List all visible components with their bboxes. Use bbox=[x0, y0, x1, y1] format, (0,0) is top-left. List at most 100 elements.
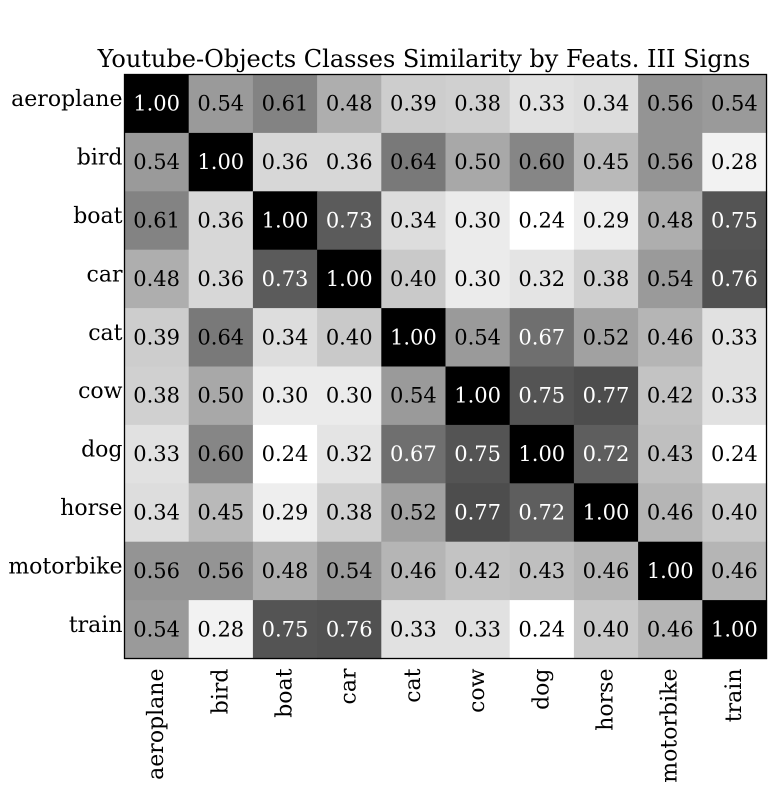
heatmap-cell-boat-dog bbox=[509, 191, 575, 251]
heatmap-value-label: 0.56 bbox=[647, 150, 694, 174]
heatmap-value-label: 0.40 bbox=[583, 617, 630, 641]
heatmap-value-label: 0.46 bbox=[647, 501, 694, 525]
heatmap-value-label: 0.73 bbox=[262, 267, 309, 291]
heatmap-cell-car-motorbike bbox=[638, 249, 703, 309]
heatmap-cell-cat-bird bbox=[188, 308, 254, 368]
heatmap-value-label: 0.45 bbox=[583, 150, 630, 174]
heatmap-cell-cow-cow bbox=[445, 366, 511, 426]
heatmap-value-label: 0.50 bbox=[454, 150, 501, 174]
heatmap-value-label: 0.75 bbox=[454, 442, 501, 466]
heatmap-value-label: 0.48 bbox=[262, 559, 309, 583]
heatmap-value-label: 0.29 bbox=[583, 209, 630, 233]
heatmap-value-label: 0.30 bbox=[262, 384, 309, 408]
column-label-dog: dog bbox=[529, 669, 554, 710]
heatmap-cell-dog-horse bbox=[573, 424, 639, 484]
heatmap-cell-motorbike-cow bbox=[445, 541, 511, 601]
heatmap-value-label: 1.00 bbox=[262, 209, 309, 233]
column-label-train: train bbox=[722, 669, 747, 723]
heatmap-cell-cat-dog bbox=[509, 308, 575, 368]
heatmap-value-label: 0.73 bbox=[326, 209, 373, 233]
heatmap-cell-bird-car bbox=[317, 132, 382, 192]
heatmap-cell-car-aeroplane bbox=[124, 249, 190, 309]
heatmap-cell-motorbike-car bbox=[317, 541, 382, 601]
heatmap-cell-horse-dog bbox=[509, 483, 575, 543]
column-label-horse: horse bbox=[594, 669, 619, 731]
heatmap-cell-horse-cow bbox=[445, 483, 511, 543]
heatmap-cell-car-boat bbox=[252, 249, 318, 309]
heatmap-value-label: 0.42 bbox=[647, 384, 694, 408]
heatmap-value-label: 0.46 bbox=[583, 559, 630, 583]
heatmap-cell-motorbike-bird bbox=[188, 541, 254, 601]
heatmap-value-label: 0.32 bbox=[518, 267, 565, 291]
heatmap-cell-dog-dog bbox=[509, 424, 575, 484]
heatmap-cell-car-cat bbox=[381, 249, 447, 309]
heatmap-cell-horse-motorbike bbox=[638, 483, 703, 543]
heatmap-value-label: 0.61 bbox=[133, 209, 180, 233]
heatmap-cell-cow-dog bbox=[509, 366, 575, 426]
heatmap-value-label: 0.45 bbox=[197, 501, 244, 525]
heatmap-value-label: 0.24 bbox=[262, 442, 309, 466]
column-label-car: car bbox=[337, 668, 362, 704]
heatmap-cell-motorbike-boat bbox=[252, 541, 318, 601]
heatmap-cells: 1.00 0.54 0.61 0.48 0.39 0.38 0.33 0.34 0.56 0.54… bbox=[124, 74, 768, 660]
heatmap-value-label: 0.33 bbox=[711, 325, 758, 349]
heatmap-value-label: 0.40 bbox=[711, 501, 758, 525]
heatmap-value-label: 0.32 bbox=[326, 442, 373, 466]
heatmap-value-label: 0.50 bbox=[197, 384, 244, 408]
heatmap-cell-dog-car bbox=[317, 424, 382, 484]
heatmap-value-label: 0.54 bbox=[647, 267, 694, 291]
heatmap-cell-train-cow bbox=[445, 600, 511, 660]
heatmap-value-label: 0.75 bbox=[262, 617, 309, 641]
heatmap-value-label: 0.76 bbox=[326, 617, 373, 641]
heatmap-value-label: 0.40 bbox=[390, 267, 437, 291]
heatmap-value-label: 0.30 bbox=[454, 267, 501, 291]
heatmap-cell-bird-bird bbox=[188, 132, 254, 192]
heatmap-cell-cat-horse bbox=[573, 308, 639, 368]
row-label-boat: boat bbox=[73, 204, 122, 229]
heatmap-cell-horse-train bbox=[702, 483, 768, 543]
heatmap-value-label: 0.77 bbox=[454, 501, 501, 525]
heatmap-value-label: 0.34 bbox=[133, 501, 180, 525]
heatmap-value-label: 0.54 bbox=[390, 384, 437, 408]
heatmap-value-label: 0.36 bbox=[326, 150, 373, 174]
heatmap-cell-aeroplane-bird bbox=[188, 74, 254, 134]
heatmap-cell-bird-cat bbox=[381, 132, 447, 192]
heatmap-cell-cow-horse bbox=[573, 366, 639, 426]
heatmap-cell-aeroplane-cat bbox=[381, 74, 447, 134]
heatmap-cell-dog-bird bbox=[188, 424, 254, 484]
heatmap-value-label: 0.38 bbox=[133, 384, 180, 408]
heatmap-cell-train-motorbike bbox=[638, 600, 703, 660]
heatmap-value-label: 0.34 bbox=[390, 209, 437, 233]
heatmap-value-label: 0.56 bbox=[647, 92, 694, 116]
heatmap-value-label: 0.46 bbox=[647, 617, 694, 641]
heatmap-cell-car-car bbox=[317, 249, 382, 309]
heatmap-value-label: 0.24 bbox=[518, 209, 565, 233]
row-label-train: train bbox=[69, 613, 123, 638]
heatmap-value-label: 0.40 bbox=[326, 325, 373, 349]
heatmap-cell-aeroplane-motorbike bbox=[638, 74, 703, 134]
heatmap-value-label: 0.28 bbox=[711, 150, 758, 174]
heatmap-cell-bird-boat bbox=[252, 132, 318, 192]
row-label-motorbike: motorbike bbox=[8, 554, 122, 579]
column-label-motorbike: motorbike bbox=[658, 669, 683, 783]
heatmap-value-label: 1.00 bbox=[518, 442, 565, 466]
heatmap-cell-cow-train bbox=[702, 366, 768, 426]
heatmap-value-label: 1.00 bbox=[454, 384, 501, 408]
heatmap-cell-boat-boat bbox=[252, 191, 318, 251]
heatmap-value-label: 0.60 bbox=[197, 442, 244, 466]
heatmap-value-label: 0.36 bbox=[262, 150, 309, 174]
heatmap-cell-bird-dog bbox=[509, 132, 575, 192]
heatmap-cell-aeroplane-dog bbox=[509, 74, 575, 134]
heatmap-value-label: 0.56 bbox=[133, 559, 180, 583]
heatmap-cell-boat-train bbox=[702, 191, 768, 251]
heatmap-frame bbox=[123, 73, 768, 660]
heatmap-value-label: 0.36 bbox=[197, 267, 244, 291]
heatmap-value-label: 0.33 bbox=[133, 442, 180, 466]
heatmap-cell-motorbike-dog bbox=[509, 541, 575, 601]
heatmap-value-label: 0.60 bbox=[518, 150, 565, 174]
heatmap-value-label: 0.48 bbox=[133, 267, 180, 291]
heatmap-cell-cat-train bbox=[702, 308, 768, 368]
heatmap-cell-cow-cat bbox=[381, 366, 447, 426]
heatmap-value-label: 0.38 bbox=[326, 501, 373, 525]
row-label-car: car bbox=[87, 262, 123, 287]
